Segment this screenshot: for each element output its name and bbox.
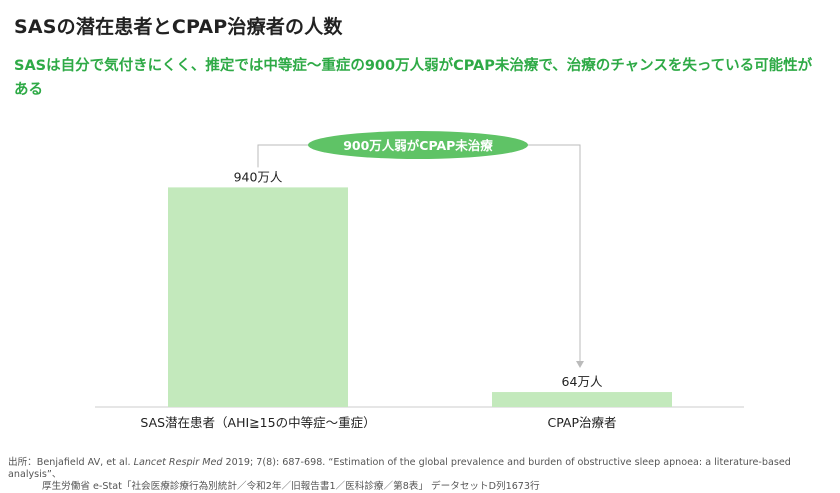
category-label-1: SAS潜在患者（AHI≧15の中等症～重症） xyxy=(140,415,375,430)
annotation-arrowhead xyxy=(576,361,584,369)
source-prefix: 出所：Benjafield AV, et al. xyxy=(8,457,134,468)
bar-chart: 940万人 SAS潜在患者（AHI≧15の中等症～重症） 64万人 CPAP治療者 9… xyxy=(95,131,744,430)
chart-title: SASの潜在患者とCPAP治療者の人数 xyxy=(14,16,343,38)
annotation-text: 900万人弱がCPAP未治療 xyxy=(343,138,493,153)
data-label-2: 64万人 xyxy=(562,374,603,389)
data-label-1: 940万人 xyxy=(234,169,283,184)
source-line2: 厚生労働省 e-Stat「社会医療診療行為別統計／令和2年／旧報告書1／医科診療… xyxy=(42,481,540,492)
source-journal: Lancet Respir Med xyxy=(133,457,223,468)
category-label-2: CPAP治療者 xyxy=(547,415,616,430)
source-citation: 出所：Benjafield AV, et al. Lancet Respir M… xyxy=(8,457,834,493)
chart-subtitle: SASは自分で気付きにくく、推定では中等症～重症の900万人弱がCPAP未治療で… xyxy=(14,58,813,98)
source-rest: 2019; 7(8): 687-698. “Estimation of the … xyxy=(8,457,791,480)
bar-2 xyxy=(492,392,672,407)
bar-1 xyxy=(168,187,348,407)
annotation-callout: 900万人弱がCPAP未治療 xyxy=(308,131,528,159)
annotation-ellipse xyxy=(308,131,528,159)
